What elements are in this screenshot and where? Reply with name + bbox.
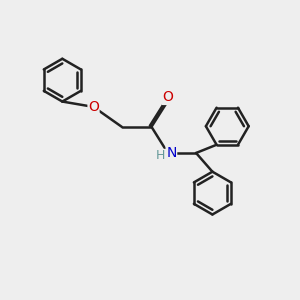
Text: N: N [166, 146, 177, 160]
Text: O: O [162, 90, 173, 104]
Text: H: H [156, 149, 165, 162]
Text: O: O [88, 100, 99, 114]
